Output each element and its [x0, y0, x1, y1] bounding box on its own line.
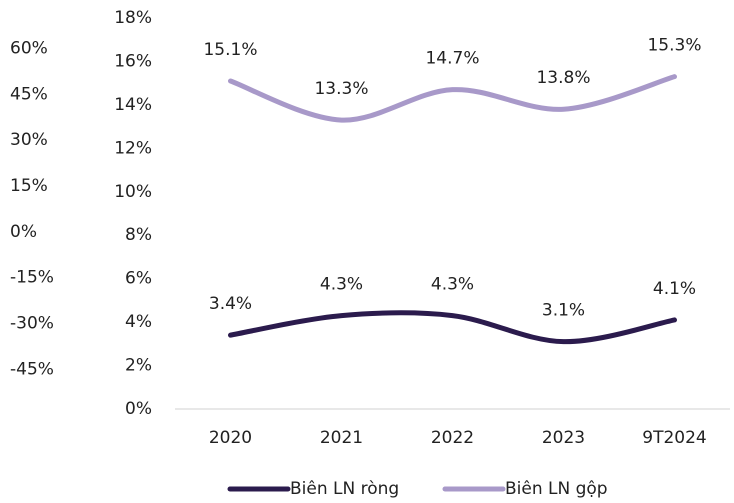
y-tick-label: 10% [114, 182, 152, 202]
y2-tick-label: 0% [10, 222, 37, 242]
legend-label: Biên LN ròng [290, 479, 399, 499]
data-label: 3.4% [209, 294, 252, 314]
data-label: 14.7% [425, 49, 479, 69]
data-label: 13.8% [536, 68, 590, 88]
y-tick-label: 12% [114, 138, 152, 158]
y-tick-label: 14% [114, 95, 152, 115]
y-tick-label: 4% [125, 312, 152, 332]
x-tick-label: 2023 [542, 428, 585, 448]
data-label: 13.3% [314, 79, 368, 99]
y-tick-label: 18% [114, 8, 152, 28]
y-tick-label: 2% [125, 356, 152, 376]
x-tick-label: 9T2024 [642, 428, 706, 448]
data-label: 4.1% [653, 279, 696, 299]
y-tick-label: 6% [125, 269, 152, 289]
x-tick-label: 2020 [209, 428, 252, 448]
y-tick-label: 16% [114, 51, 152, 71]
legend-label: Biên LN gộp [505, 479, 608, 499]
y2-tick-label: -45% [10, 359, 54, 379]
data-label: 4.3% [431, 275, 474, 295]
y2-tick-label: 60% [10, 39, 48, 59]
y2-tick-label: 30% [10, 130, 48, 150]
line [228, 74, 677, 123]
y2-tick-label: -30% [10, 313, 54, 333]
x-tick-label: 2021 [320, 428, 363, 448]
data-label: 15.3% [647, 36, 701, 56]
data-label: 15.1% [203, 40, 257, 60]
data-label: 3.1% [542, 301, 585, 321]
data-label: 4.3% [320, 275, 363, 295]
y-tick-label: 0% [125, 399, 152, 419]
line [228, 310, 677, 345]
x-tick-label: 2022 [431, 428, 474, 448]
y2-tick-label: 15% [10, 176, 48, 196]
y-tick-label: 8% [125, 225, 152, 245]
y2-tick-label: -15% [10, 268, 54, 288]
y2-tick-label: 45% [10, 84, 48, 104]
